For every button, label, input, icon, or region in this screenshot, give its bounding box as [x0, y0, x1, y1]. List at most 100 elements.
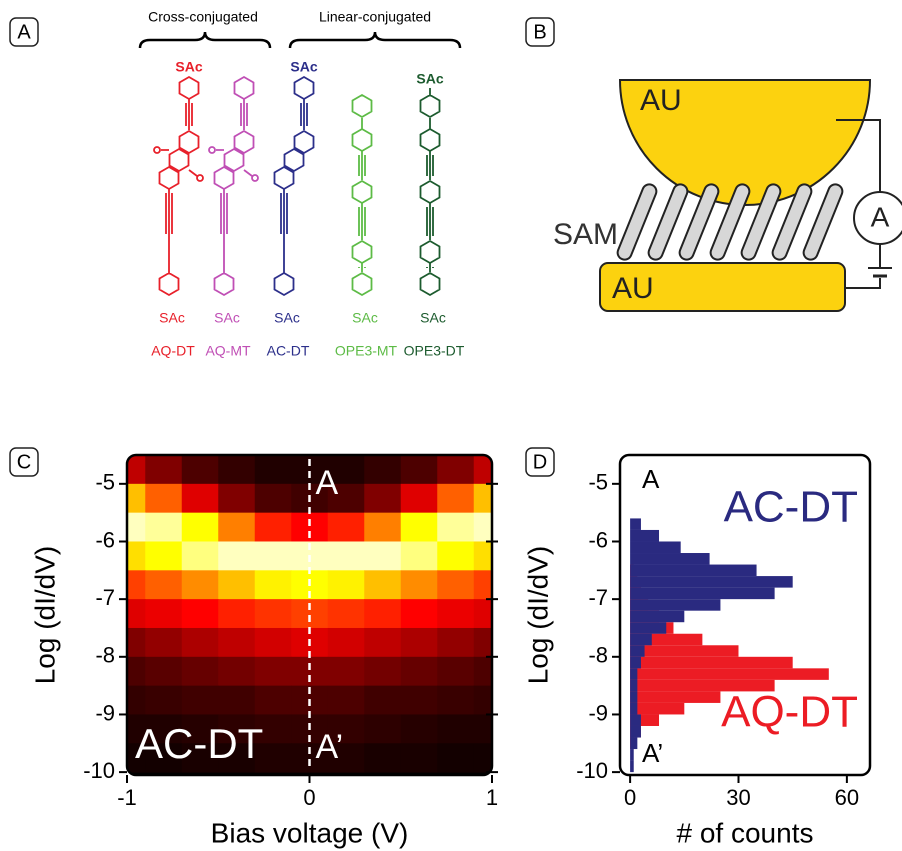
molecule-name: OPE3-DT — [404, 343, 465, 359]
heatmap-cell — [218, 541, 255, 570]
y-tick-label: -6 — [95, 527, 115, 552]
heatmap-cell — [364, 484, 401, 513]
y-tick-label: -8 — [588, 643, 608, 668]
heatmap-cell — [364, 714, 401, 743]
heatmap-cell — [437, 628, 474, 657]
heatmap-cell — [182, 541, 219, 570]
y-tick-label: -5 — [588, 470, 608, 495]
legend-label: AQ-DT — [721, 688, 858, 737]
heatmap-cell — [255, 657, 292, 686]
panel-label: D — [533, 451, 547, 473]
heatmap-cell — [364, 686, 401, 715]
substituent-label: SAc — [290, 59, 317, 75]
y-tick-label: -10 — [576, 758, 608, 783]
histogram-bar — [630, 657, 641, 669]
histogram-bar — [630, 703, 684, 715]
electrode-label: AU — [612, 272, 654, 305]
histogram-bar — [630, 738, 637, 750]
heatmap-cell — [145, 599, 182, 628]
histogram-bar — [630, 518, 641, 530]
bracket-label: Cross-conjugated — [148, 9, 258, 25]
heatmap-cell — [255, 484, 292, 513]
heatmap-cell — [328, 657, 365, 686]
heatmap-cell — [364, 570, 401, 599]
legend-label: AC-DT — [724, 483, 858, 532]
heatmap-cell — [364, 657, 401, 686]
heatmap-cell — [255, 455, 292, 484]
structure — [353, 95, 372, 295]
heatmap-cell — [437, 541, 474, 570]
heatmap-cell — [182, 628, 219, 657]
bracket-label: Linear-conjugated — [319, 9, 431, 25]
heatmap-cell — [401, 513, 438, 542]
heatmap-cell — [401, 628, 438, 657]
oxygen — [209, 147, 215, 153]
molecule-name: OPE3-MT — [335, 343, 398, 359]
heatmap-cell — [145, 513, 182, 542]
substituent-label: SAc — [175, 59, 202, 75]
y-tick-label: -7 — [95, 585, 115, 610]
heatmap-cell — [437, 513, 474, 542]
heatmap-cell — [255, 686, 292, 715]
histogram-bar — [630, 680, 637, 692]
heatmap-cell — [401, 743, 438, 772]
molecule — [353, 95, 372, 295]
structure — [275, 77, 314, 295]
heatmap-cell — [401, 570, 438, 599]
heatmap-cell — [328, 570, 365, 599]
heatmap-cell — [255, 513, 292, 542]
heatmap-cell — [145, 686, 182, 715]
substituent-label: SAc — [416, 71, 443, 87]
panel-label: A — [17, 21, 31, 43]
heatmap-cell — [218, 657, 255, 686]
heatmap-cell — [364, 455, 401, 484]
panel-label: B — [533, 21, 546, 43]
heatmap-cell — [182, 513, 219, 542]
histogram-plot: -5-6-7-8-9-1003060# of countsLog (dI/dV)… — [522, 455, 870, 848]
heatmap-cell — [437, 570, 474, 599]
oxygen — [154, 147, 160, 153]
y-tick-label: -6 — [588, 527, 608, 552]
heatmap-cell — [364, 513, 401, 542]
histogram-bar — [630, 657, 793, 669]
panel-annotation: AC-DT — [135, 720, 263, 767]
heatmap-cell — [364, 743, 401, 772]
heatmap-cell — [145, 541, 182, 570]
x-tick-label: 30 — [726, 785, 750, 810]
substituent-label: SAc — [420, 310, 446, 326]
histogram-bar — [630, 611, 684, 623]
y-tick-label: -10 — [83, 758, 115, 783]
heatmap-cell — [218, 455, 255, 484]
histogram-bar — [630, 703, 637, 715]
histogram-bar — [630, 576, 793, 588]
heatmap-cell — [182, 570, 219, 599]
x-axis-label: Bias voltage (V) — [211, 817, 409, 848]
histogram-bar — [630, 726, 641, 738]
heatmap-cell — [218, 599, 255, 628]
histogram-bar — [630, 668, 637, 680]
molecule-name: AC-DT — [267, 343, 310, 359]
heatmap-cell — [401, 599, 438, 628]
panel-label: C — [17, 451, 31, 473]
histogram-bar — [630, 761, 634, 773]
histogram-bar — [630, 634, 652, 646]
molecule — [421, 88, 440, 295]
molecule — [154, 77, 203, 295]
heatmap-cell — [364, 541, 401, 570]
x-tick-label: 0 — [624, 785, 636, 810]
heatmap-cell — [218, 628, 255, 657]
y-tick-label: -9 — [95, 700, 115, 725]
histogram-bar — [630, 691, 720, 703]
y-tick-label: -8 — [95, 643, 115, 668]
heatmap-cell — [364, 599, 401, 628]
heatmap-cell — [218, 570, 255, 599]
x-tick-label: 60 — [835, 785, 859, 810]
heatmap-cell — [328, 628, 365, 657]
y-tick-label: -7 — [588, 585, 608, 610]
molecule — [275, 77, 314, 295]
oxygen — [252, 175, 258, 181]
structure — [421, 88, 440, 295]
x-tick-label: 0 — [303, 785, 315, 810]
page: {"panels": { "a": {"label": "A", "bracke… — [0, 0, 902, 851]
electrode-label: AU — [640, 84, 682, 117]
